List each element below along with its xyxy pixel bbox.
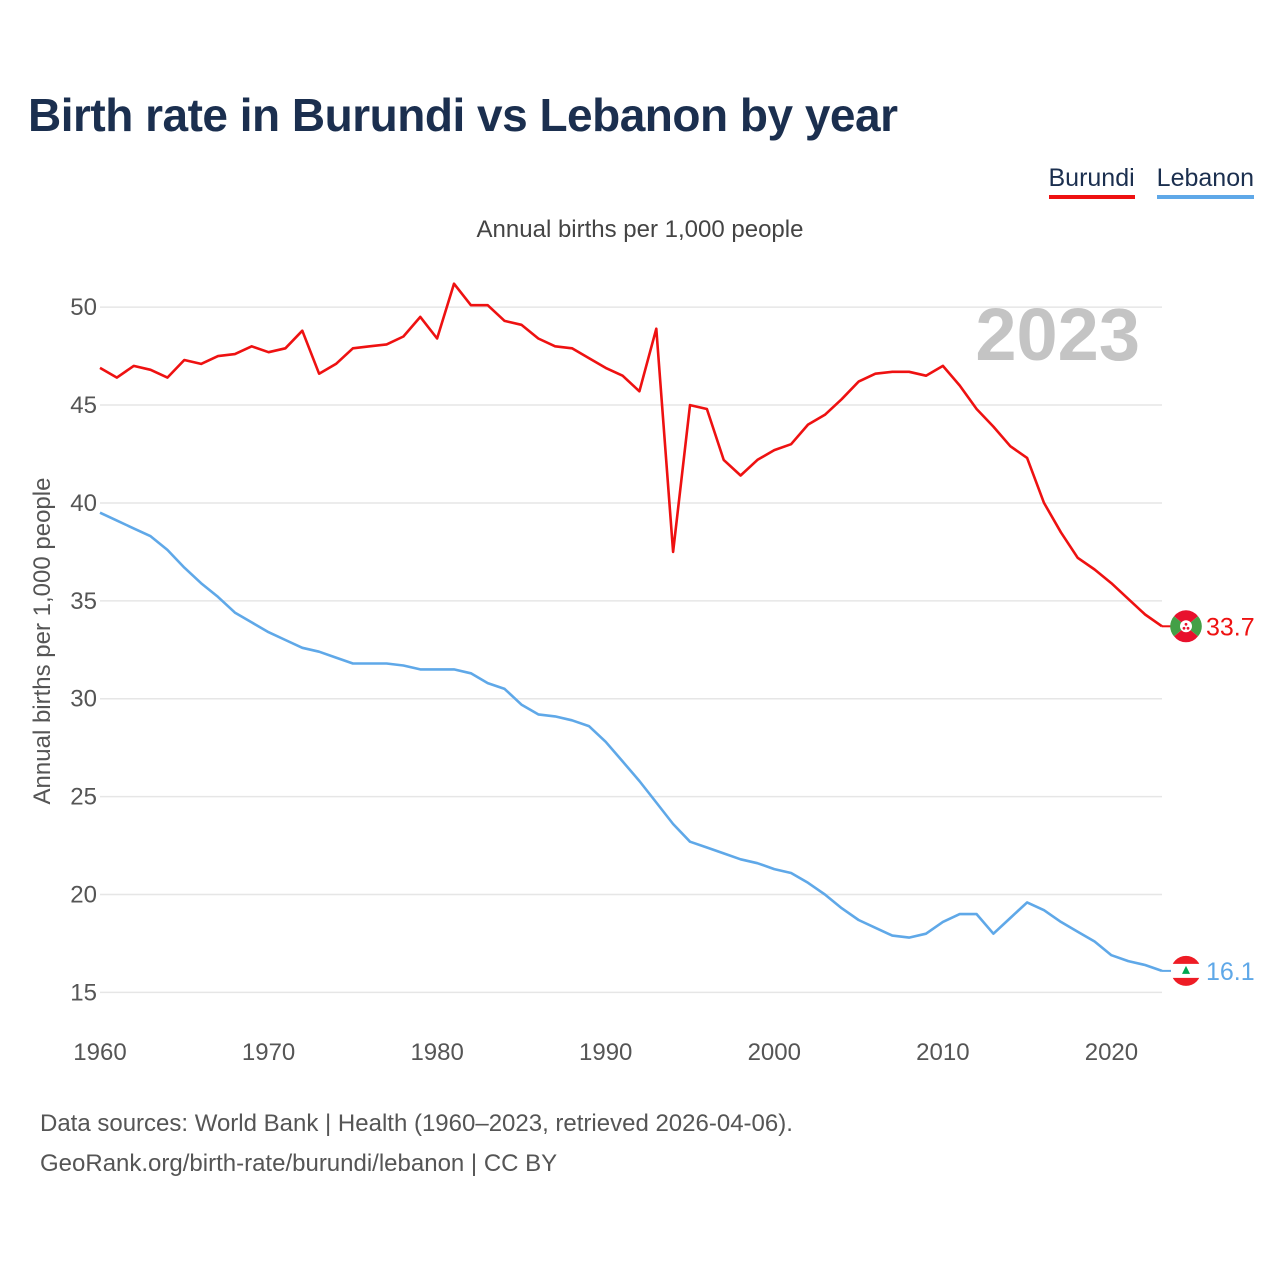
flag-center [1180, 620, 1192, 633]
y-tick-label: 35 [70, 588, 97, 615]
y-axis-ticks: 15 20 25 30 35 40 45 50 [70, 294, 97, 1006]
source-line-1: Data sources: World Bank | Health (1960–… [40, 1110, 793, 1137]
legend-item-burundi[interactable]: Burundi [1048, 164, 1135, 199]
series-end-markers: 33.7 16.1 [1162, 610, 1255, 986]
flag-green-right [1186, 616, 1202, 637]
x-tick-label: 1990 [579, 1039, 632, 1066]
data-source: Data sources: World Bank | Health (1960–… [40, 1104, 793, 1184]
y-tick-label: 40 [70, 490, 97, 517]
chart-title: Birth rate in Burundi vs Lebanon by year [28, 89, 898, 141]
x-tick-label: 2010 [916, 1039, 969, 1066]
lebanon-flag-icon [1171, 955, 1201, 986]
grid-lines [100, 306, 1162, 994]
flag-cedar [1182, 965, 1190, 974]
legend: Burundi Lebanon [1048, 164, 1254, 199]
x-tick-label: 1980 [410, 1039, 463, 1066]
y-tick-label: 25 [70, 784, 97, 811]
chart-subtitle: Annual births per 1,000 people [476, 216, 804, 243]
source-line-2: GeoRank.org/birth-rate/burundi/lebanon |… [40, 1150, 558, 1177]
legend-item-lebanon[interactable]: Lebanon [1156, 164, 1254, 199]
series-line-lebanon [99, 511, 1163, 973]
burundi-flag-icon [1170, 610, 1202, 643]
series-lines [99, 282, 1163, 973]
y-tick-label: 45 [70, 392, 97, 419]
flag-star [1186, 626, 1190, 630]
x-axis-ticks: 1960 1970 1980 1990 2000 2010 2020 [73, 1039, 1138, 1066]
end-value-label: 33.7 [1206, 613, 1255, 641]
flag-star [1184, 622, 1188, 626]
year-watermark: 2023 [975, 293, 1140, 376]
y-tick-label: 15 [70, 979, 97, 1006]
y-tick-label: 30 [70, 686, 97, 713]
end-value-label: 16.1 [1206, 958, 1255, 986]
flag-red-bottom [1174, 626, 1198, 643]
line-chart: 2023 15 20 25 30 35 40 45 50 1960 1970 1980 1990 20… [29, 282, 1255, 1066]
y-tick-label: 50 [70, 294, 97, 321]
x-tick-label: 1970 [242, 1039, 295, 1066]
y-axis-label: Annual births per 1,000 people [29, 478, 56, 805]
series-line-burundi [99, 282, 1163, 628]
x-tick-label: 2020 [1085, 1039, 1138, 1066]
flag-star [1182, 626, 1186, 630]
flag-red-top [1174, 610, 1198, 627]
x-tick-label: 1960 [73, 1039, 126, 1066]
flag-green-left [1170, 616, 1186, 637]
y-tick-label: 20 [70, 882, 97, 909]
x-tick-label: 2000 [748, 1039, 801, 1066]
